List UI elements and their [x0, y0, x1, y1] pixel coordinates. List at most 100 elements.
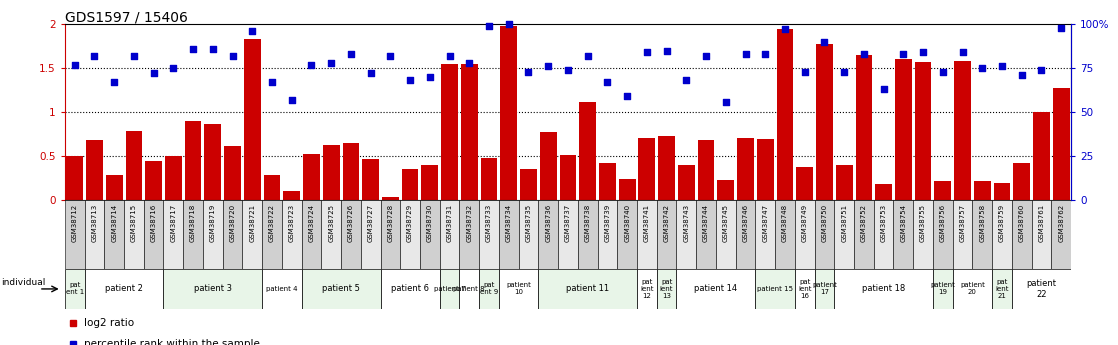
Point: [954, 50, 972, 55]
Text: GSM38728: GSM38728: [387, 204, 394, 242]
Text: pat
ient
13: pat ient 13: [660, 279, 673, 299]
Point: [1013, 72, 1031, 78]
Bar: [954, 61, 970, 200]
Bar: [737, 138, 754, 200]
Point: [440, 53, 458, 59]
Point: [144, 71, 162, 76]
Text: GSM38729: GSM38729: [407, 204, 414, 242]
Text: patient
17: patient 17: [812, 283, 837, 295]
Text: GSM38725: GSM38725: [329, 204, 334, 241]
Point: [934, 69, 951, 75]
Bar: [558, 200, 578, 269]
Text: GSM38737: GSM38737: [565, 204, 571, 242]
Bar: [480, 269, 499, 309]
Text: GSM38750: GSM38750: [822, 204, 827, 242]
Bar: [183, 200, 203, 269]
Bar: [618, 179, 635, 200]
Text: GSM38755: GSM38755: [920, 204, 926, 241]
Bar: [834, 269, 932, 309]
Text: GSM38759: GSM38759: [999, 204, 1005, 242]
Bar: [1012, 200, 1032, 269]
Text: pat
ient
12: pat ient 12: [641, 279, 654, 299]
Bar: [678, 165, 694, 200]
Bar: [855, 55, 872, 200]
Text: GSM38762: GSM38762: [1058, 204, 1064, 242]
Text: GSM38739: GSM38739: [605, 204, 610, 242]
Bar: [420, 200, 439, 269]
Bar: [716, 200, 736, 269]
Bar: [244, 39, 260, 200]
Point: [559, 67, 577, 73]
Bar: [499, 269, 539, 309]
Text: GSM38760: GSM38760: [1018, 204, 1025, 242]
Point: [244, 28, 262, 34]
Bar: [205, 124, 221, 200]
Text: GSM38745: GSM38745: [722, 204, 729, 241]
Bar: [816, 43, 833, 200]
Bar: [65, 200, 85, 269]
Bar: [659, 136, 675, 200]
Bar: [540, 132, 557, 200]
Bar: [282, 200, 302, 269]
Point: [322, 60, 340, 66]
Bar: [400, 200, 420, 269]
Text: GSM38730: GSM38730: [427, 204, 433, 242]
Text: GSM38717: GSM38717: [170, 204, 177, 242]
Point: [283, 97, 301, 102]
Bar: [697, 200, 716, 269]
Text: GSM38735: GSM38735: [525, 204, 531, 242]
Text: patient 2: patient 2: [105, 284, 143, 294]
Bar: [656, 269, 676, 309]
Bar: [264, 176, 281, 200]
Point: [203, 46, 221, 51]
Point: [1033, 67, 1051, 73]
Bar: [736, 200, 756, 269]
Bar: [323, 145, 340, 200]
Bar: [459, 269, 480, 309]
Bar: [461, 64, 477, 200]
Bar: [439, 269, 459, 309]
Bar: [638, 138, 655, 200]
Bar: [1051, 200, 1071, 269]
Text: GSM38740: GSM38740: [624, 204, 631, 242]
Point: [480, 23, 498, 29]
Bar: [656, 200, 676, 269]
Text: GSM38743: GSM38743: [683, 204, 690, 242]
Bar: [480, 200, 499, 269]
Point: [874, 87, 892, 92]
Point: [263, 79, 281, 85]
Bar: [992, 200, 1012, 269]
Bar: [756, 200, 775, 269]
Bar: [499, 200, 519, 269]
Text: GSM38742: GSM38742: [664, 204, 670, 241]
Bar: [439, 200, 459, 269]
Bar: [775, 200, 795, 269]
Bar: [796, 167, 813, 200]
Bar: [380, 200, 400, 269]
Point: [717, 99, 735, 104]
Bar: [1012, 269, 1071, 309]
Text: GSM38732: GSM38732: [466, 204, 472, 242]
Text: GSM38731: GSM38731: [446, 204, 453, 242]
Text: patient 14: patient 14: [694, 284, 738, 294]
Bar: [459, 200, 480, 269]
Point: [381, 53, 399, 59]
Bar: [104, 200, 124, 269]
Text: GSM38758: GSM38758: [979, 204, 985, 242]
Bar: [1053, 88, 1070, 200]
Bar: [86, 140, 103, 200]
Point: [678, 78, 695, 83]
Text: patient 8: patient 8: [454, 286, 485, 292]
Bar: [303, 154, 320, 200]
Text: patient
10: patient 10: [506, 283, 531, 295]
Bar: [578, 200, 597, 269]
Bar: [599, 163, 616, 200]
Text: GSM38761: GSM38761: [1039, 204, 1044, 242]
Text: patient 11: patient 11: [566, 284, 609, 294]
Bar: [361, 200, 380, 269]
Bar: [893, 200, 913, 269]
Bar: [342, 143, 359, 200]
Bar: [163, 200, 183, 269]
Point: [756, 51, 774, 57]
Text: GSM38756: GSM38756: [940, 204, 946, 242]
